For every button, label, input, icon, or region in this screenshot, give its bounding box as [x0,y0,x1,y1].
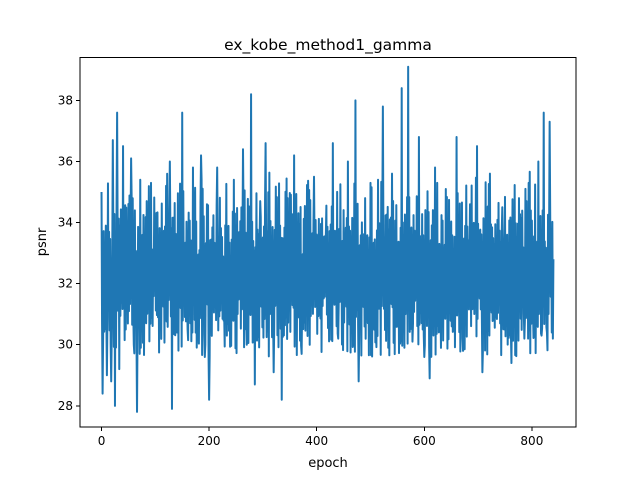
x-tick-label: 800 [520,434,543,448]
x-tick-label: 200 [198,434,221,448]
x-tick-label: 0 [98,434,106,448]
x-axis: 0 200 400 600 800 [98,427,543,448]
y-tick-label: 38 [58,93,73,107]
x-tick-label: 600 [413,434,436,448]
y-tick-label: 36 [58,154,73,168]
series-line-psnr [100,65,555,413]
y-axis: 28 30 32 34 36 38 [58,93,80,413]
y-tick-label: 28 [58,399,73,413]
y-tick-label: 30 [58,338,73,352]
plot-area [79,57,577,428]
x-tick-label: 400 [305,434,328,448]
y-tick-label: 32 [58,277,73,291]
x-axis-label: epoch [308,456,348,471]
y-axis-label: psnr [35,227,50,256]
chart-title: ex_kobe_method1_gamma [224,36,432,55]
plot-frame [79,57,577,428]
y-tick-label: 34 [58,216,73,230]
